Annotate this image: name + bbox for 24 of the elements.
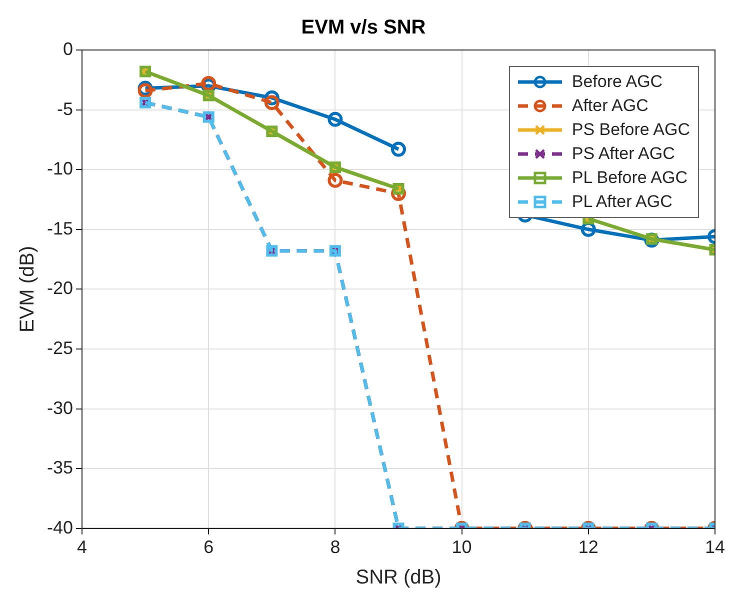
y-tick-label: -30 <box>47 398 74 418</box>
legend-label: PL After AGC <box>572 191 672 213</box>
y-tick-label: -35 <box>47 458 74 478</box>
x-tick-label: 10 <box>452 537 472 558</box>
x-axis-title: SNR (dB) <box>356 566 442 589</box>
y-tick-label: -10 <box>47 158 74 179</box>
legend-label: After AGC <box>572 95 648 117</box>
y-tick-label: 0 <box>63 38 74 59</box>
y-axis-title: EVM (dB) <box>16 246 39 333</box>
y-tick-label: -5 <box>57 98 74 119</box>
x-tick-label: 14 <box>704 537 726 558</box>
y-tick-label: -15 <box>47 218 74 238</box>
legend-label: PL Before AGC <box>572 167 688 189</box>
x-tick-label: 12 <box>578 537 598 558</box>
y-tick-label: -40 <box>47 517 74 538</box>
y-tick-label: -25 <box>47 338 74 358</box>
legend-label: Before AGC <box>572 71 663 93</box>
x-tick-label: 8 <box>330 537 340 558</box>
y-tick-label: -20 <box>47 278 74 298</box>
x-tick-label: 4 <box>77 537 88 558</box>
chart-title: EVM v/s SNR <box>301 16 426 39</box>
legend-label: PS After AGC <box>572 143 675 165</box>
legend-label: PS Before AGC <box>572 119 690 141</box>
x-tick-label: 6 <box>204 537 214 558</box>
